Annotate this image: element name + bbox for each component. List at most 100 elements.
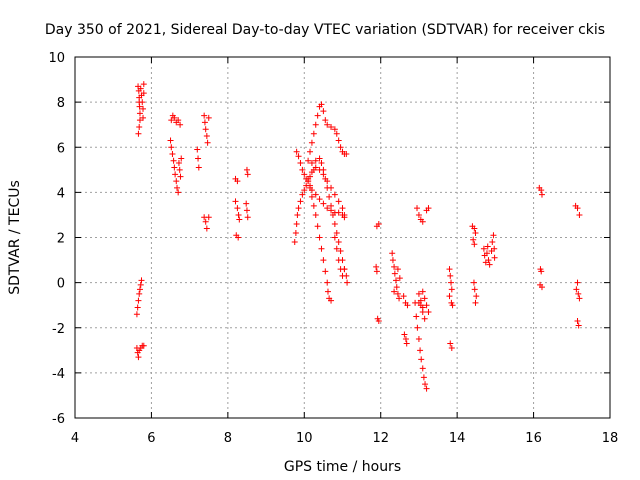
data-point xyxy=(414,324,421,331)
data-point xyxy=(307,148,314,155)
data-point xyxy=(333,229,340,236)
data-point xyxy=(448,286,455,293)
data-point xyxy=(293,148,300,155)
data-point xyxy=(293,220,300,227)
data-point xyxy=(415,290,422,297)
data-point xyxy=(167,137,174,144)
data-point xyxy=(415,211,422,218)
data-point xyxy=(480,245,487,252)
data-point xyxy=(484,243,491,250)
y-tick-label: -2 xyxy=(52,322,65,337)
data-point xyxy=(373,263,380,270)
data-point xyxy=(171,114,178,121)
data-point xyxy=(341,211,348,218)
data-point xyxy=(140,81,147,88)
data-point xyxy=(243,166,250,173)
data-point xyxy=(303,182,310,189)
data-point xyxy=(324,184,331,191)
data-point xyxy=(301,171,308,178)
data-point xyxy=(308,160,315,167)
data-point xyxy=(414,205,421,212)
data-point xyxy=(485,257,492,264)
data-point xyxy=(447,272,454,279)
data-point xyxy=(447,340,454,347)
y-tick-label: 6 xyxy=(57,141,65,156)
data-point xyxy=(446,293,453,300)
y-tick-label: -4 xyxy=(52,367,65,382)
data-point xyxy=(339,272,346,279)
y-axis-label: SDTVAR / TECUs xyxy=(7,180,23,295)
data-point xyxy=(331,126,338,133)
data-point xyxy=(244,171,251,178)
data-point xyxy=(291,239,298,246)
data-point xyxy=(470,236,477,243)
data-point xyxy=(201,119,208,126)
data-point xyxy=(574,205,581,212)
data-point xyxy=(139,99,146,106)
x-tick-label: 14 xyxy=(449,431,466,446)
y-tick-label: -6 xyxy=(52,412,65,427)
data-point xyxy=(491,254,498,261)
data-point xyxy=(320,257,327,264)
data-point xyxy=(194,146,201,153)
data-point xyxy=(322,175,329,182)
data-point xyxy=(538,268,545,275)
data-point xyxy=(324,121,331,128)
data-point xyxy=(448,345,455,352)
x-tick-label: 10 xyxy=(296,431,313,446)
data-point xyxy=(175,189,182,196)
data-point xyxy=(472,229,479,236)
data-point xyxy=(471,286,478,293)
data-point xyxy=(333,130,340,137)
data-point xyxy=(389,257,396,264)
data-point xyxy=(299,166,306,173)
data-point xyxy=(419,304,426,311)
data-point xyxy=(316,234,323,241)
data-point xyxy=(396,275,403,282)
data-point xyxy=(425,205,432,212)
data-point xyxy=(201,112,208,119)
data-point xyxy=(415,336,422,343)
data-point xyxy=(171,164,178,171)
data-point xyxy=(322,268,329,275)
data-point xyxy=(337,144,344,151)
data-point xyxy=(136,290,143,297)
data-point xyxy=(418,356,425,363)
data-point xyxy=(310,202,317,209)
data-point xyxy=(449,302,456,309)
data-point xyxy=(168,144,175,151)
data-point xyxy=(318,160,325,167)
data-point xyxy=(203,132,210,139)
data-point xyxy=(136,123,143,130)
y-tick-label: 0 xyxy=(57,277,65,292)
data-point xyxy=(137,85,144,92)
data-point xyxy=(301,187,308,194)
data-point xyxy=(178,155,185,162)
data-point xyxy=(393,277,399,284)
x-axis-label: GPS time / hours xyxy=(284,459,401,475)
data-point xyxy=(205,114,212,121)
data-point xyxy=(574,317,581,324)
data-point xyxy=(335,137,342,144)
data-point xyxy=(299,191,306,198)
data-point xyxy=(297,198,304,205)
data-point xyxy=(134,304,141,311)
data-point xyxy=(339,205,346,212)
data-point xyxy=(404,302,411,309)
data-point xyxy=(417,347,424,354)
data-point xyxy=(175,160,182,167)
data-point xyxy=(140,114,147,121)
data-point xyxy=(295,153,302,160)
data-point xyxy=(420,374,427,381)
data-point xyxy=(331,220,338,227)
data-point xyxy=(168,117,175,124)
data-point xyxy=(396,295,403,302)
data-point xyxy=(538,191,545,198)
data-point xyxy=(329,211,336,218)
data-point xyxy=(490,232,497,239)
data-point xyxy=(297,160,304,167)
data-point xyxy=(136,117,143,124)
data-point xyxy=(135,354,142,361)
data-point xyxy=(316,196,323,203)
